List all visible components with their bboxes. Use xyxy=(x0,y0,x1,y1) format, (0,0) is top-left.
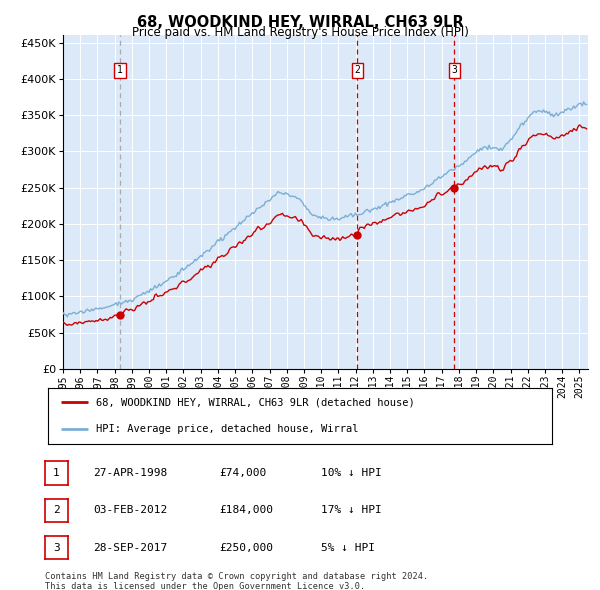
Text: 3: 3 xyxy=(53,543,60,552)
Text: 28-SEP-2017: 28-SEP-2017 xyxy=(93,543,167,552)
Text: 17% ↓ HPI: 17% ↓ HPI xyxy=(321,506,382,515)
Text: 10% ↓ HPI: 10% ↓ HPI xyxy=(321,468,382,478)
Text: 27-APR-1998: 27-APR-1998 xyxy=(93,468,167,478)
Text: 68, WOODKIND HEY, WIRRAL, CH63 9LR (detached house): 68, WOODKIND HEY, WIRRAL, CH63 9LR (deta… xyxy=(96,397,415,407)
Text: £184,000: £184,000 xyxy=(219,506,273,515)
Text: 2: 2 xyxy=(354,65,360,76)
Text: 1: 1 xyxy=(53,468,60,478)
Text: 68, WOODKIND HEY, WIRRAL, CH63 9LR: 68, WOODKIND HEY, WIRRAL, CH63 9LR xyxy=(137,15,463,30)
Text: This data is licensed under the Open Government Licence v3.0.: This data is licensed under the Open Gov… xyxy=(45,582,365,590)
Text: Price paid vs. HM Land Registry's House Price Index (HPI): Price paid vs. HM Land Registry's House … xyxy=(131,26,469,39)
Text: HPI: Average price, detached house, Wirral: HPI: Average price, detached house, Wirr… xyxy=(96,424,358,434)
Text: Contains HM Land Registry data © Crown copyright and database right 2024.: Contains HM Land Registry data © Crown c… xyxy=(45,572,428,581)
Text: 2: 2 xyxy=(53,506,60,515)
Text: 3: 3 xyxy=(451,65,457,76)
Text: 1: 1 xyxy=(117,65,123,76)
Text: £250,000: £250,000 xyxy=(219,543,273,552)
Text: 5% ↓ HPI: 5% ↓ HPI xyxy=(321,543,375,552)
Text: £74,000: £74,000 xyxy=(219,468,266,478)
Text: 03-FEB-2012: 03-FEB-2012 xyxy=(93,506,167,515)
